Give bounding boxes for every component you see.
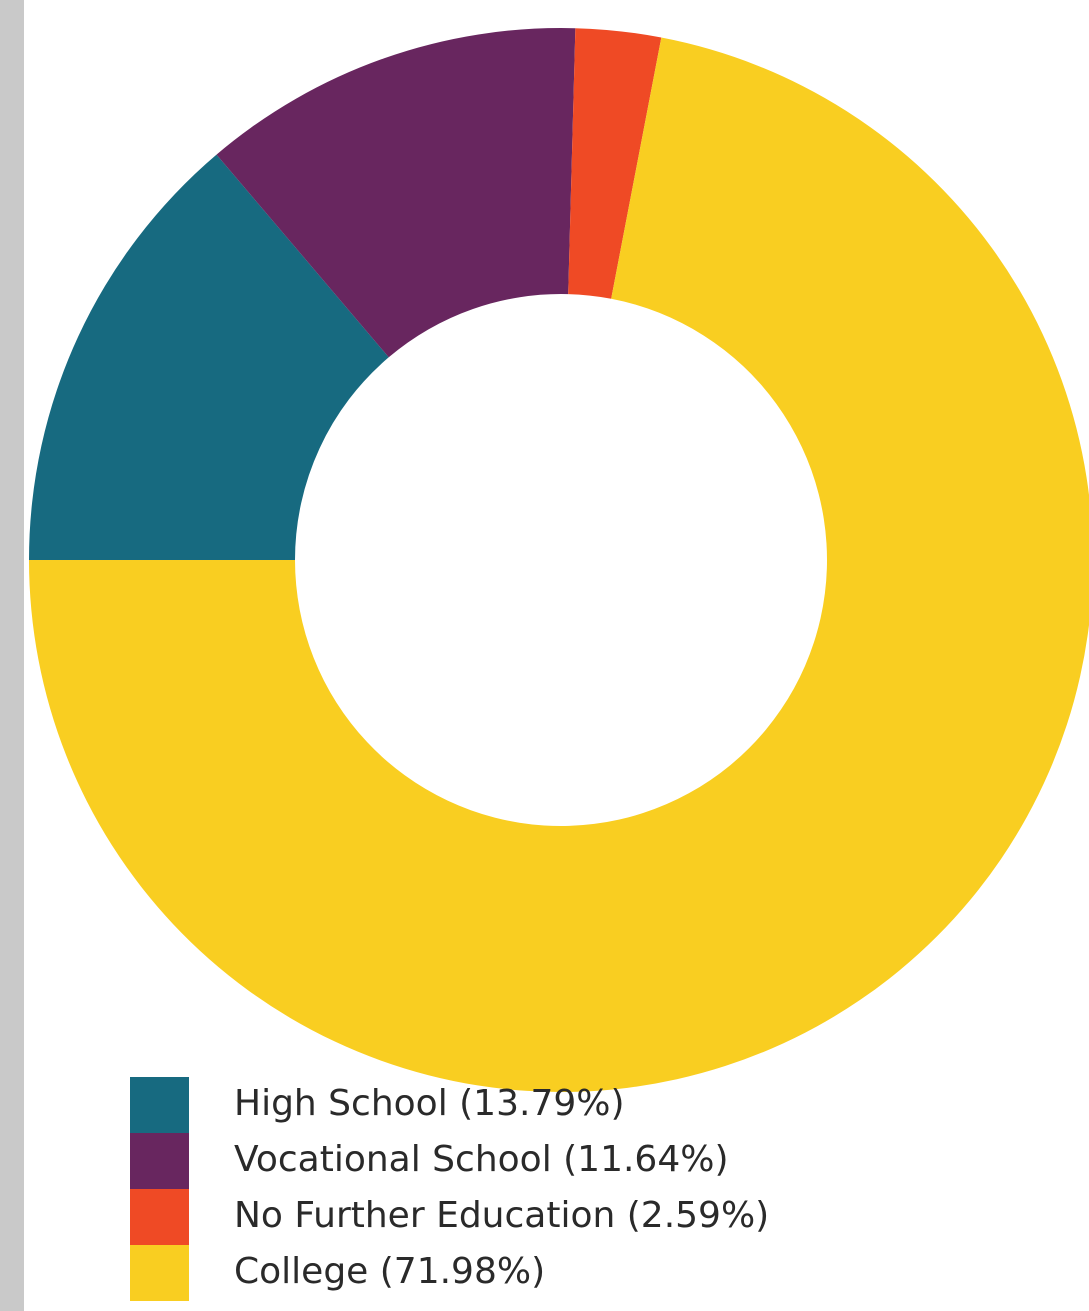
slice-no-further-education <box>568 28 662 299</box>
slice-college <box>29 37 1089 1092</box>
slice-high-school <box>29 154 389 560</box>
legend-swatch-college <box>130 1245 189 1301</box>
legend-label-college: College (71.98%) <box>234 1251 546 1292</box>
legend-swatch-no-further-education <box>130 1189 189 1245</box>
legend-label-high-school: High School (13.79%) <box>234 1083 625 1124</box>
legend-label-no-further-education: No Further Education (2.59%) <box>234 1195 770 1236</box>
left-edge-bar <box>0 0 24 1311</box>
legend-swatch-vocational-school <box>130 1133 189 1189</box>
legend-label-vocational-school: Vocational School (11.64%) <box>234 1139 729 1180</box>
legend-swatch-high-school <box>130 1077 189 1133</box>
slice-vocational-school <box>216 28 576 358</box>
